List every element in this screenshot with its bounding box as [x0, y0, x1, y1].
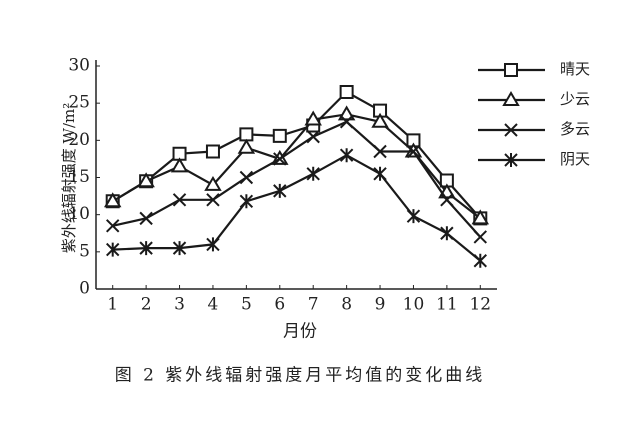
point-marker — [440, 226, 454, 241]
point-marker — [139, 241, 153, 256]
point-marker — [206, 237, 220, 252]
series-line — [112, 153, 481, 262]
y-tick-label: 20 — [68, 130, 90, 150]
x-tick-label: 5 — [241, 295, 252, 315]
x-tick-label: 11 — [436, 295, 458, 315]
point-marker — [473, 253, 487, 268]
point-marker — [373, 103, 388, 118]
legend-marker — [504, 63, 518, 77]
legend-marker — [504, 153, 518, 167]
point-marker — [406, 209, 421, 224]
point-marker — [204, 175, 222, 191]
legend-label: 阴天 — [560, 150, 590, 168]
point-marker — [237, 138, 256, 154]
point-marker — [172, 193, 187, 207]
point-marker — [339, 85, 354, 100]
y-tick-label: 30 — [68, 56, 90, 76]
legend-label: 晴天 — [560, 60, 590, 78]
point-marker — [306, 166, 320, 181]
y-tick-label: 10 — [68, 204, 90, 224]
point-marker — [172, 146, 187, 161]
point-marker — [239, 170, 254, 185]
x-tick-label: 8 — [341, 295, 352, 315]
point-marker — [304, 110, 322, 126]
legend-label: 少云 — [560, 90, 590, 108]
y-tick-label: 5 — [79, 241, 90, 261]
point-marker — [373, 166, 387, 181]
point-marker — [471, 209, 490, 225]
point-marker — [373, 144, 387, 159]
legend-label: 多云 — [560, 120, 590, 138]
point-marker — [103, 192, 122, 208]
x-tick-label: 4 — [208, 295, 219, 315]
point-marker — [406, 144, 421, 159]
point-marker — [371, 112, 389, 128]
point-marker — [106, 242, 120, 257]
point-marker — [339, 115, 354, 129]
point-marker — [272, 128, 287, 143]
point-marker — [106, 219, 120, 233]
point-marker — [439, 173, 454, 188]
point-marker — [170, 157, 189, 173]
x-tick-label: 6 — [274, 295, 285, 315]
x-tick-label: 9 — [375, 295, 386, 315]
point-marker — [206, 193, 220, 207]
point-marker — [273, 152, 287, 166]
x-tick-label: 2 — [141, 295, 152, 315]
point-marker — [172, 241, 187, 256]
x-tick-label: 3 — [174, 295, 185, 315]
point-marker — [440, 193, 454, 207]
x-tick-label: 7 — [308, 295, 319, 315]
y-tick-label: 25 — [68, 93, 90, 113]
y-tick-label: 0 — [79, 279, 90, 299]
point-marker — [306, 129, 320, 144]
y-axis-label: 紫外线辐射强度 W/m² — [60, 103, 78, 253]
legend-marker — [502, 91, 520, 106]
point-marker — [137, 172, 155, 188]
point-marker — [473, 230, 487, 244]
point-marker — [337, 105, 356, 121]
y-tick-label: 15 — [68, 167, 90, 187]
series-line — [112, 90, 482, 220]
point-marker — [239, 194, 254, 209]
x-axis-label: 月份 — [283, 322, 317, 342]
point-marker — [239, 127, 254, 142]
x-tick-label: 10 — [403, 295, 425, 315]
legend-marker — [504, 123, 518, 137]
caption: 图 2 紫外线辐射强度月平均值的变化曲线 — [115, 366, 486, 386]
x-tick-label: 1 — [107, 295, 118, 315]
point-marker — [273, 183, 287, 198]
point-marker — [339, 148, 354, 163]
x-tick-label: 12 — [469, 295, 491, 315]
point-marker — [205, 144, 220, 159]
series-line — [112, 120, 482, 238]
point-marker — [139, 211, 153, 226]
